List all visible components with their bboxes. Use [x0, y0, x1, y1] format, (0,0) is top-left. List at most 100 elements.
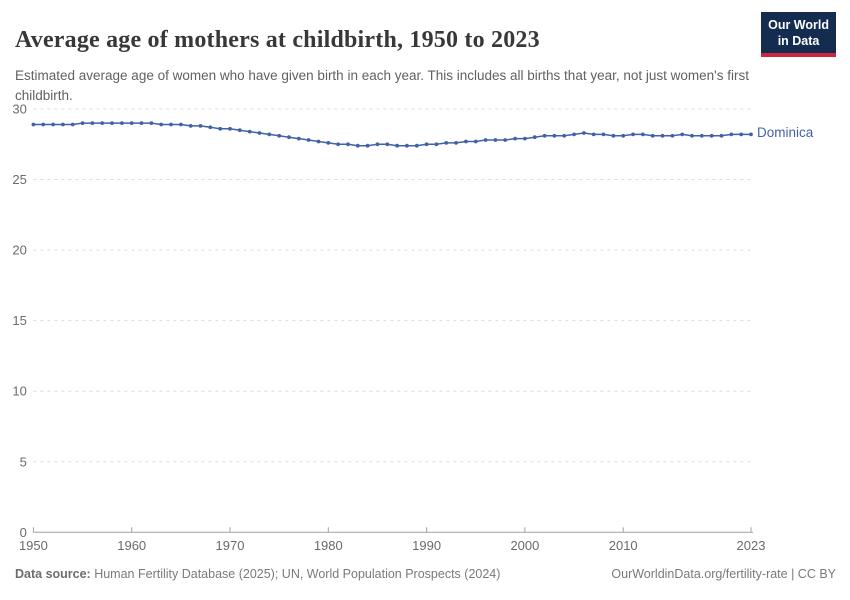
data-point[interactable] — [306, 138, 311, 142]
data-point[interactable] — [464, 139, 468, 144]
data-point[interactable] — [690, 133, 694, 138]
data-point[interactable] — [139, 121, 144, 125]
data-point[interactable] — [80, 121, 85, 125]
data-point[interactable] — [277, 133, 282, 138]
data-point[interactable] — [572, 132, 576, 137]
data-point[interactable] — [149, 121, 154, 125]
x-tick-label: 2010 — [609, 538, 638, 553]
data-point[interactable] — [110, 121, 114, 125]
data-point[interactable] — [346, 142, 350, 147]
chart-footer: Data source: Human Fertility Database (2… — [15, 567, 836, 581]
data-point[interactable] — [169, 122, 173, 127]
y-tick-label: 15 — [12, 313, 26, 328]
data-point[interactable] — [542, 133, 547, 138]
data-point[interactable] — [395, 143, 399, 148]
x-tick-label: 1950 — [19, 538, 48, 553]
data-source-label: Data source: — [15, 567, 91, 581]
data-point[interactable] — [631, 132, 635, 137]
data-point[interactable] — [562, 133, 567, 138]
owid-logo: Our World in Data — [761, 12, 836, 57]
data-point[interactable] — [503, 138, 508, 142]
data-point[interactable] — [749, 132, 753, 137]
data-point[interactable] — [523, 136, 527, 141]
data-point[interactable] — [582, 131, 586, 135]
data-point[interactable] — [336, 142, 340, 147]
y-tick-label: 5 — [20, 454, 27, 469]
data-point[interactable] — [228, 126, 232, 131]
data-point[interactable] — [454, 141, 458, 145]
owid-logo-line2: in Data — [777, 34, 820, 49]
data-point[interactable] — [709, 133, 714, 138]
data-point[interactable] — [650, 133, 655, 138]
data-point[interactable] — [680, 132, 685, 137]
data-point[interactable] — [237, 128, 242, 133]
y-tick-label: 20 — [12, 243, 26, 258]
data-point[interactable] — [247, 129, 252, 134]
data-point[interactable] — [120, 121, 124, 125]
data-point[interactable] — [41, 122, 46, 127]
data-point[interactable] — [257, 131, 262, 135]
data-point[interactable] — [70, 122, 75, 127]
x-tick-label: 1960 — [117, 538, 146, 553]
data-point[interactable] — [493, 138, 498, 142]
data-point[interactable] — [129, 121, 134, 125]
data-point[interactable] — [424, 142, 429, 147]
data-point[interactable] — [405, 143, 409, 148]
data-point[interactable] — [591, 132, 596, 137]
data-point[interactable] — [31, 122, 36, 127]
data-point[interactable] — [699, 133, 704, 138]
data-point[interactable] — [434, 142, 439, 147]
data-point[interactable] — [444, 141, 449, 145]
data-point[interactable] — [621, 133, 626, 138]
data-point[interactable] — [179, 122, 183, 127]
data-point[interactable] — [552, 133, 557, 138]
data-point[interactable] — [739, 132, 744, 137]
data-point[interactable] — [641, 132, 645, 137]
data-point[interactable] — [51, 122, 55, 127]
data-point[interactable] — [208, 125, 213, 130]
data-point[interactable] — [483, 138, 488, 142]
data-point[interactable] — [365, 143, 370, 148]
data-point[interactable] — [729, 132, 734, 137]
data-point[interactable] — [601, 132, 606, 137]
x-tick-label: 1990 — [412, 538, 441, 553]
data-source-text: Human Fertility Database (2025); UN, Wor… — [90, 567, 501, 581]
data-point[interactable] — [355, 143, 360, 148]
data-point[interactable] — [473, 139, 478, 144]
data-source-note: Data source: Human Fertility Database (2… — [15, 567, 500, 581]
data-point[interactable] — [532, 135, 537, 140]
data-point[interactable] — [267, 132, 272, 137]
x-tick-label: 1980 — [314, 538, 343, 553]
data-point[interactable] — [287, 135, 291, 140]
data-point[interactable] — [100, 121, 105, 125]
owid-logo-line1: Our World — [768, 18, 829, 32]
y-tick-label: 30 — [12, 102, 26, 117]
data-point[interactable] — [159, 122, 164, 127]
data-point[interactable] — [719, 133, 724, 138]
data-point[interactable] — [670, 133, 675, 138]
data-point[interactable] — [513, 136, 517, 141]
data-point[interactable] — [660, 133, 665, 138]
data-point[interactable] — [61, 122, 65, 127]
data-point[interactable] — [375, 142, 380, 147]
data-point[interactable] — [198, 124, 203, 128]
data-point[interactable] — [326, 141, 331, 145]
data-point[interactable] — [611, 133, 616, 138]
credit-link[interactable]: OurWorldinData.org/fertility-rate | CC B… — [611, 567, 836, 581]
data-point[interactable] — [296, 136, 301, 141]
data-point[interactable] — [218, 126, 223, 131]
x-tick-label: 1970 — [216, 538, 245, 553]
data-point[interactable] — [90, 121, 95, 125]
y-tick-label: 0 — [20, 525, 27, 540]
data-point[interactable] — [316, 139, 321, 144]
chart-subtitle: Estimated average age of women who have … — [15, 67, 749, 103]
chart-title: Average age of mothers at childbirth, 19… — [15, 27, 540, 54]
y-tick-label: 25 — [12, 172, 26, 187]
data-point[interactable] — [385, 142, 390, 147]
series-label-dominica[interactable]: Dominica — [757, 125, 814, 141]
data-point[interactable] — [414, 143, 419, 148]
x-tick-label: 2023 — [737, 538, 766, 553]
data-point[interactable] — [188, 124, 193, 128]
